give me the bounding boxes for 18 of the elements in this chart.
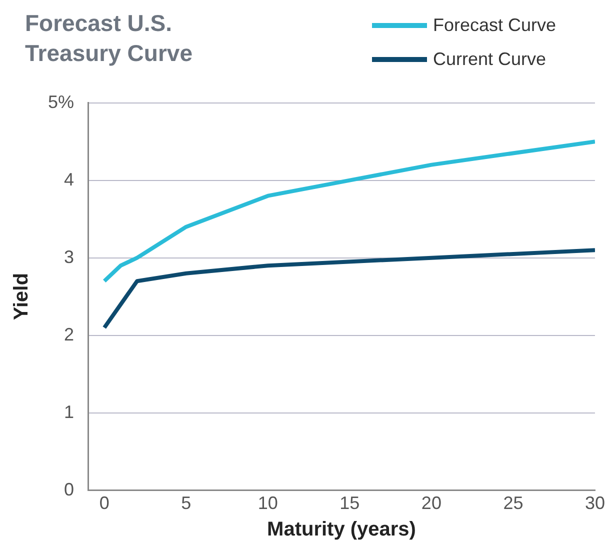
- x-tick-label: 20: [421, 493, 442, 514]
- legend-label: Forecast Curve: [433, 14, 556, 36]
- x-tick-label: 5: [181, 493, 192, 514]
- chart-title: Forecast U.S. Treasury Curve: [25, 9, 194, 68]
- y-axis-title: Yield: [10, 273, 33, 320]
- y-tick-label: 3: [64, 246, 74, 267]
- x-tick-label: 15: [340, 493, 360, 514]
- x-tick-label: 30: [584, 493, 606, 514]
- x-tick-label: 10: [258, 493, 278, 514]
- x-tick-label: 25: [503, 493, 524, 514]
- y-tick-label: 5%: [48, 92, 74, 112]
- x-tick-label: 0: [99, 493, 110, 514]
- y-tick-label: 0: [64, 479, 74, 500]
- y-tick-label: 4: [64, 169, 74, 190]
- y-tick-label: 1: [64, 402, 74, 422]
- legend-label: Current Curve: [433, 48, 546, 70]
- x-axis-title: Maturity (years): [267, 518, 416, 541]
- y-tick-label: 2: [64, 324, 74, 344]
